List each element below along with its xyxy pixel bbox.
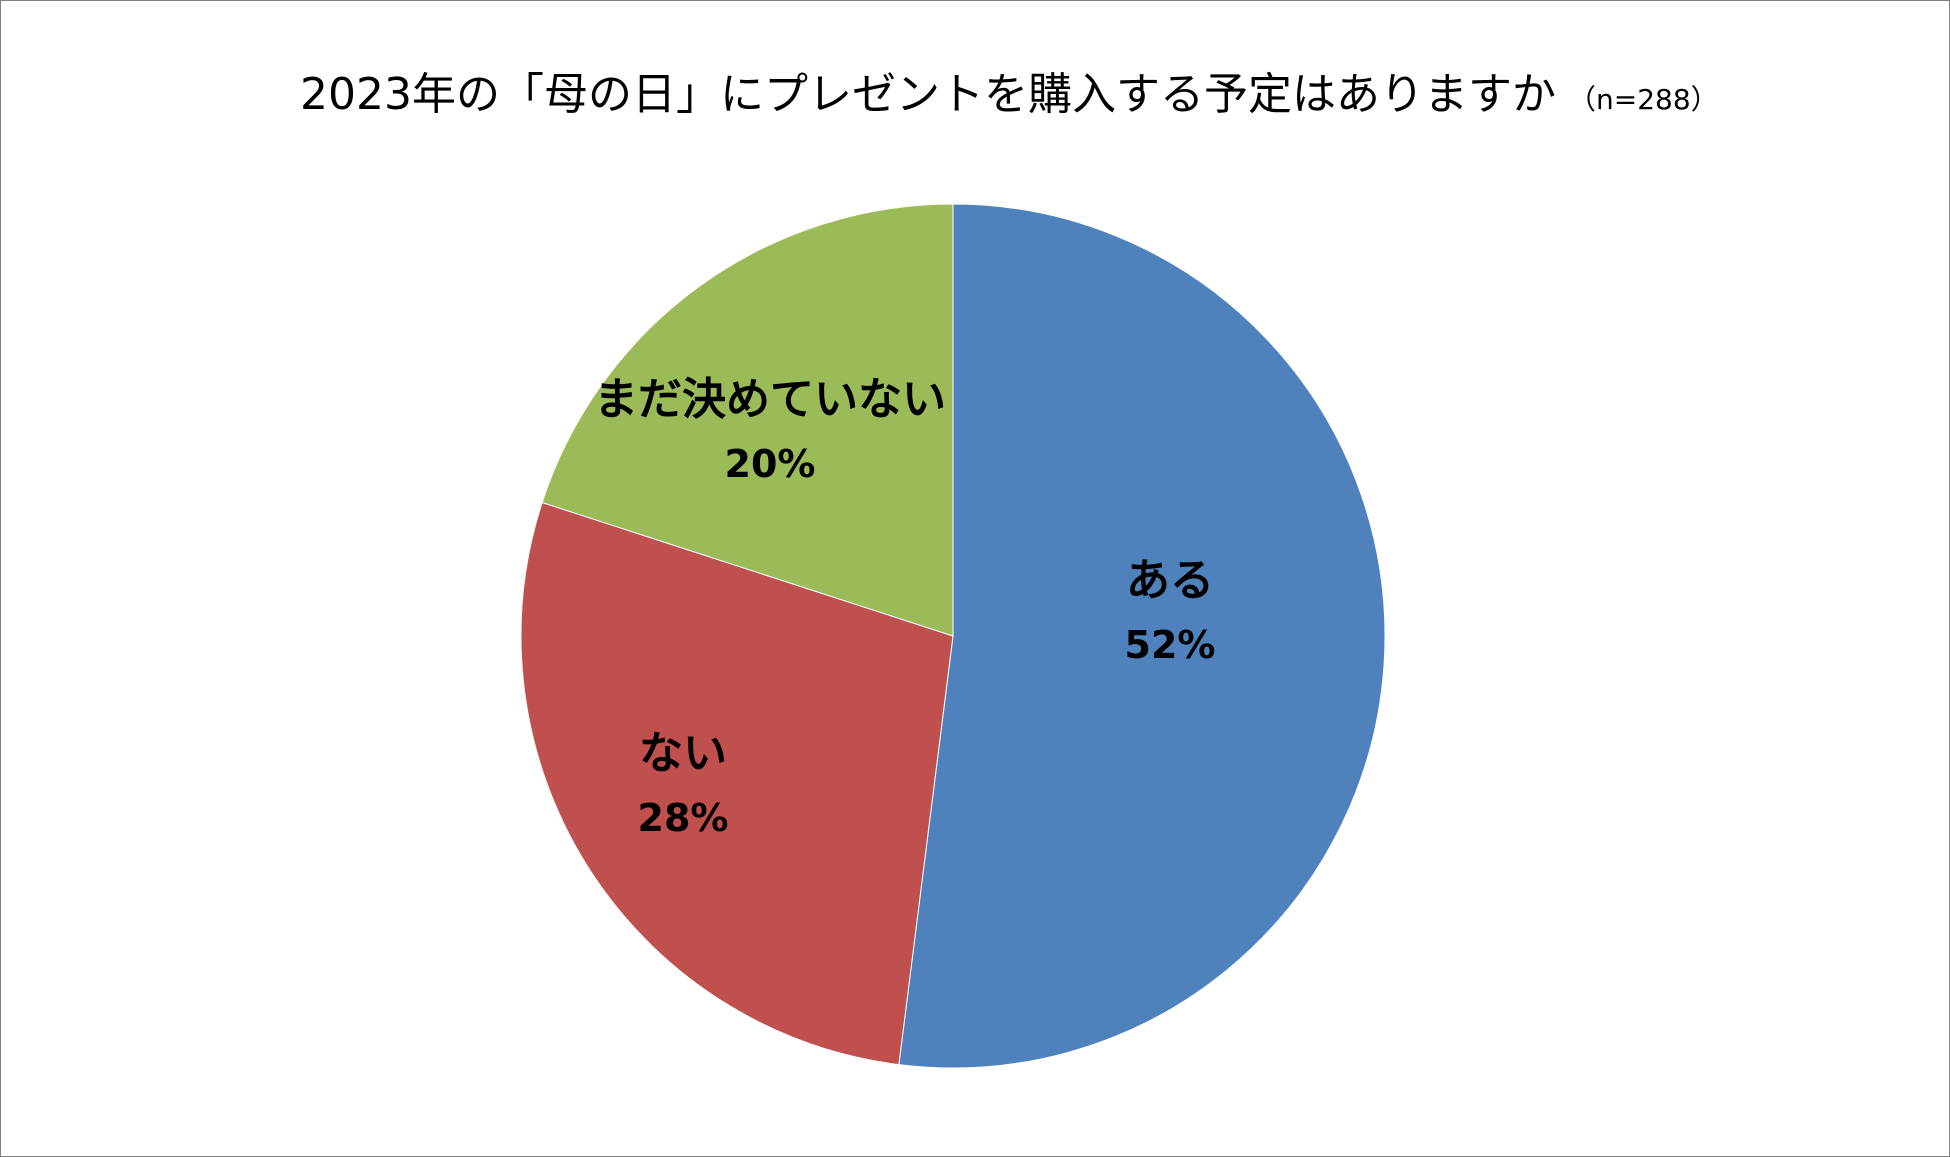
pie-slice-1 <box>898 203 1386 1069</box>
slice-value-label-1: 52% <box>1125 623 1216 667</box>
pie-slice-3 <box>541 203 954 637</box>
sample-size-label: （n=288） <box>1567 83 1719 116</box>
slice-label-1: ある <box>1126 555 1214 606</box>
pie-labels: ある 52% ない 28% まだ決めていない 20% <box>594 374 1215 840</box>
slice-value-label-3: 20% <box>725 442 816 486</box>
pie-slice-2 <box>520 501 954 1066</box>
slice-label-2: ない <box>639 728 727 779</box>
slice-value-label-2: 28% <box>638 796 729 840</box>
pie-slices <box>520 203 1386 1069</box>
chart-title-text: 2023年の「母の日」にプレゼントを購入する予定はありますか <box>300 69 1556 120</box>
chart-title: 2023年の「母の日」にプレゼントを購入する予定はありますか （n=288） <box>0 58 1950 122</box>
slice-label-3: まだ決めていない <box>594 374 946 425</box>
